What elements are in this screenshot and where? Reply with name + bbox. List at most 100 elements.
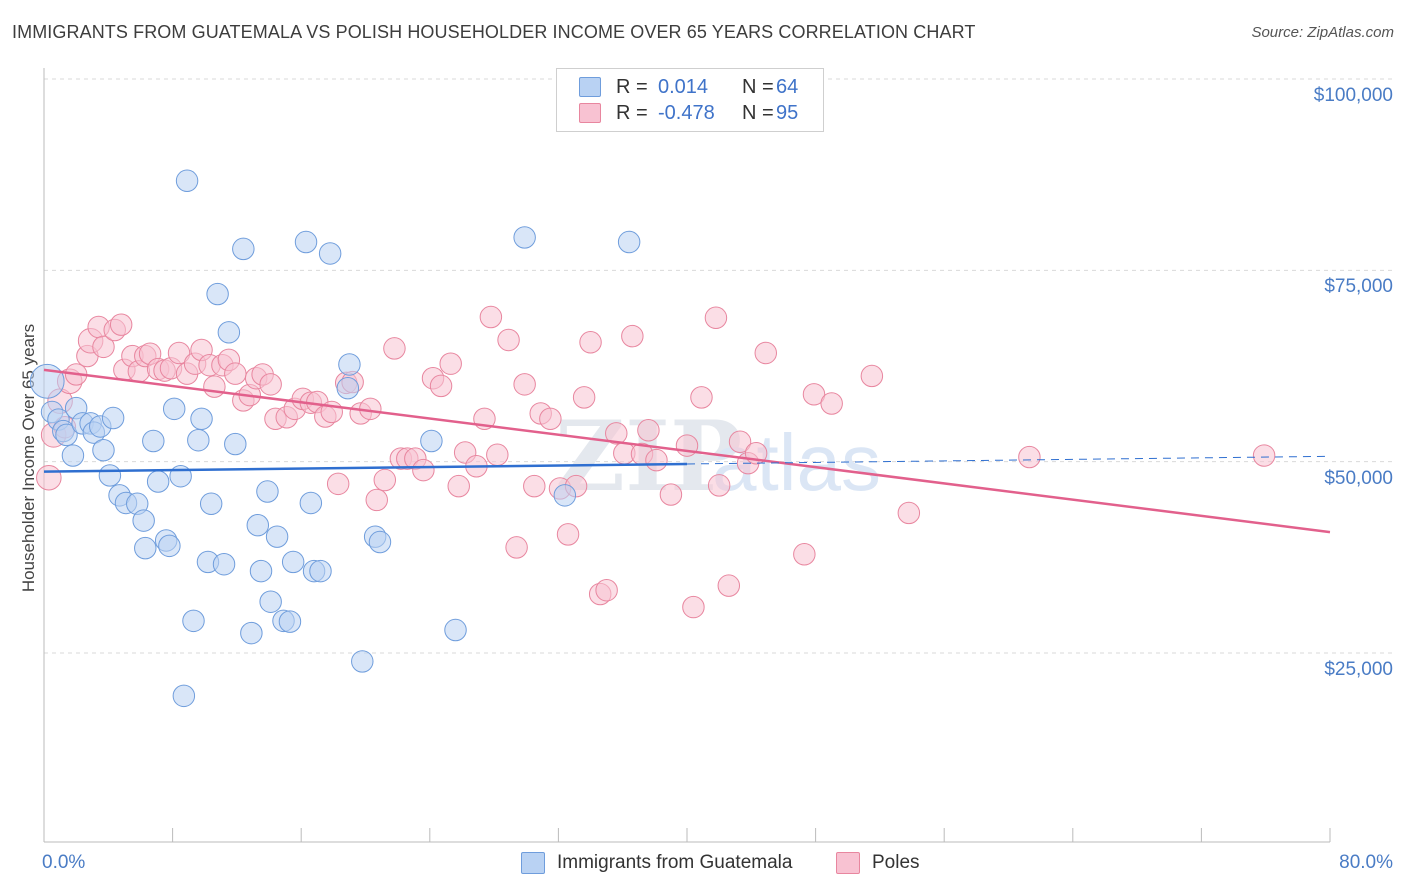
poles-point: [621, 324, 644, 348]
guatemala-point: [338, 353, 361, 376]
axes: [43, 68, 1331, 843]
legend-r-label: R =: [616, 101, 648, 124]
guatemala-point: [294, 230, 318, 254]
legend-n-value: 64: [776, 75, 799, 98]
poles-point: [1252, 444, 1276, 467]
series-swatch-poles: [836, 852, 860, 874]
legend-n-value: 95: [776, 101, 799, 124]
guatemala-point: [172, 684, 196, 708]
poles-point: [645, 448, 668, 472]
guatemala-point: [318, 242, 342, 265]
legend-n-label: N =: [742, 75, 774, 98]
y-tick-label: $25,000: [1324, 659, 1393, 680]
guatemala-point: [206, 282, 229, 306]
poles-point: [486, 443, 509, 467]
guatemala-point: [246, 513, 270, 537]
guatemala-point: [513, 226, 536, 249]
poles-point: [556, 523, 580, 546]
guatemala-point: [162, 397, 186, 421]
series-legend-poles[interactable]: Poles: [836, 852, 920, 874]
source-label: Source: ZipAtlas.com: [1251, 24, 1394, 41]
guatemala-point: [187, 429, 210, 452]
poles-point: [224, 362, 247, 385]
poles-point: [802, 383, 826, 406]
poles-point: [860, 364, 884, 388]
guatemala-point: [309, 559, 332, 583]
poles-point: [497, 328, 520, 352]
y-tick-label: $75,000: [1324, 276, 1393, 298]
poles-point: [793, 543, 816, 566]
poles-point: [605, 422, 628, 445]
guatemala-point: [55, 423, 78, 447]
poles-points: [36, 305, 1276, 619]
poles-point: [682, 595, 705, 619]
poles-point: [109, 313, 133, 336]
guatemala-point: [212, 552, 236, 576]
grid-lines: [44, 78, 1392, 654]
poles-point: [412, 458, 435, 482]
poles-point: [505, 536, 528, 559]
poles-point: [373, 468, 397, 492]
legend-row-guatemala: R = 0.014 N = 64: [579, 75, 798, 99]
poles-point: [572, 386, 596, 409]
guatemala-points: [29, 169, 641, 708]
poles-point: [429, 374, 453, 398]
poles-point: [754, 341, 777, 365]
guatemala-point: [351, 650, 374, 673]
poles-point: [1018, 445, 1041, 469]
x-tick-label: 0.0%: [42, 852, 86, 873]
series-label-guatemala: Immigrants from Guatemala: [557, 852, 793, 873]
guatemala-point: [217, 321, 241, 344]
legend-r-label: R =: [616, 75, 648, 98]
guatemala-trend-extension: [686, 455, 1331, 465]
legend-swatch-poles: [579, 103, 601, 123]
poles-point: [707, 474, 731, 497]
guatemala-point: [182, 609, 205, 633]
guatemala-point: [224, 432, 247, 456]
poles-point: [259, 373, 282, 396]
guatemala-point: [142, 429, 165, 453]
legend-row-poles: R = -0.478 N = 95: [579, 101, 798, 125]
guatemala-point: [175, 169, 199, 193]
guatemala-point: [265, 525, 289, 548]
poles-point: [579, 331, 602, 354]
poles-point: [383, 337, 406, 360]
poles-point: [595, 579, 618, 602]
poles-point: [365, 488, 388, 512]
series-swatch-guatemala: [521, 852, 545, 874]
poles-point: [326, 472, 350, 496]
guatemala-trend-line: [43, 462, 688, 473]
guatemala-point: [336, 376, 360, 400]
poles-point: [523, 474, 546, 498]
poles-point: [728, 430, 752, 453]
guatemala-point: [101, 406, 125, 430]
poles-point: [704, 306, 728, 330]
series-legend: Immigrants from Guatemala Poles: [0, 850, 1406, 878]
guatemala-point: [278, 610, 302, 633]
poles-point: [36, 464, 62, 491]
legend-n-label: N =: [742, 101, 774, 124]
series-legend-guatemala[interactable]: Immigrants from Guatemala: [521, 852, 792, 874]
guatemala-point: [132, 509, 155, 532]
guatemala-point: [199, 492, 223, 515]
guatemala-point: [444, 618, 467, 642]
y-tick-label: $100,000: [1313, 85, 1393, 106]
guatemala-point: [98, 464, 122, 487]
legend-r-value: 0.014: [658, 75, 709, 98]
guatemala-point: [259, 590, 282, 613]
poles-point: [717, 574, 741, 597]
legend-r-value: -0.478: [658, 101, 715, 124]
poles-point: [439, 352, 462, 375]
poles-point: [897, 501, 921, 525]
series-label-poles: Poles: [872, 852, 920, 873]
guatemala-point: [61, 444, 85, 467]
poles-point: [92, 335, 115, 359]
poles-point: [637, 419, 660, 442]
y-tick-label: $50,000: [1324, 467, 1393, 489]
guatemala-point: [29, 363, 65, 399]
correlation-legend: R = 0.014 N = 64 R = -0.478 N = 95: [556, 68, 824, 132]
guatemala-point: [146, 470, 170, 493]
guatemala-point: [134, 536, 157, 560]
guatemala-point: [256, 480, 279, 503]
guatemala-point: [420, 429, 443, 453]
